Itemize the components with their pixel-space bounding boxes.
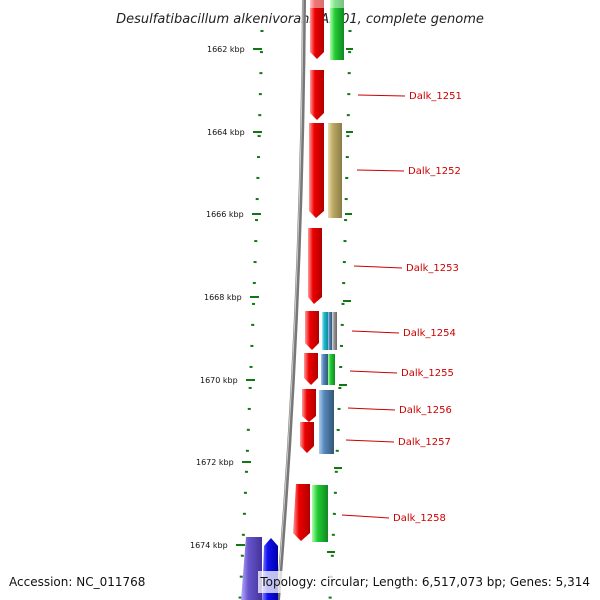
gene-block[interactable] xyxy=(322,312,328,350)
gene-block[interactable] xyxy=(319,390,334,454)
gene-block[interactable] xyxy=(328,312,332,350)
gene-label[interactable]: Dalk_1254 xyxy=(403,328,456,339)
genome-title: Desulfatibacillum alkenivorans AK-01, co… xyxy=(116,12,484,27)
genome-backbone-highlight xyxy=(276,0,304,600)
right-ticks xyxy=(327,48,353,553)
gene-arrow[interactable] xyxy=(241,537,262,600)
gene-arrow[interactable] xyxy=(309,123,324,218)
gene-labels: Dalk_1251 Dalk_1252 Dalk_1253 Dalk_1254 … xyxy=(341,91,462,524)
gene-arrow[interactable] xyxy=(302,389,316,422)
label-leader xyxy=(356,169,405,172)
label-leader xyxy=(341,514,390,519)
gene-arrow[interactable] xyxy=(308,228,322,304)
footer-topology-backdrop xyxy=(258,571,594,593)
label-leader xyxy=(351,330,400,334)
gene-block[interactable] xyxy=(312,485,328,542)
gene-label[interactable]: Dalk_1256 xyxy=(399,405,452,416)
gene-label[interactable]: Dalk_1252 xyxy=(408,166,461,177)
kbp-label: 1672 kbp xyxy=(196,458,234,467)
kbp-label: 1670 kbp xyxy=(200,376,238,385)
topology-text: Topology: circular; Length: 6,517,073 bp… xyxy=(259,575,590,589)
gene-block[interactable] xyxy=(328,354,335,385)
gene-block[interactable] xyxy=(310,0,324,8)
gene-block[interactable] xyxy=(321,354,328,385)
gene-label[interactable]: Dalk_1257 xyxy=(398,437,451,448)
gene-label[interactable]: Dalk_1255 xyxy=(401,368,454,379)
label-leader xyxy=(347,407,396,411)
label-leader xyxy=(345,439,395,443)
gene-arrow[interactable] xyxy=(305,311,319,350)
gene-block[interactable] xyxy=(332,312,337,350)
gene-label[interactable]: Dalk_1253 xyxy=(406,263,459,274)
label-leader xyxy=(349,370,398,374)
gene-label[interactable]: Dalk_1251 xyxy=(409,91,462,102)
label-leader xyxy=(357,94,406,97)
label-leader xyxy=(353,265,403,269)
kbp-label: 1666 kbp xyxy=(206,210,244,219)
accession-text: Accession: NC_011768 xyxy=(9,575,145,589)
gene-arrow[interactable] xyxy=(293,484,310,541)
gene-block[interactable] xyxy=(330,0,344,8)
kbp-label: 1662 kbp xyxy=(207,45,245,54)
ruler-ring-left xyxy=(238,29,264,600)
kbp-label: 1674 kbp xyxy=(190,541,228,550)
genome-backbone xyxy=(276,0,306,600)
gene-arrow[interactable] xyxy=(310,0,324,59)
gene-arrow[interactable] xyxy=(310,70,324,120)
gene-block[interactable] xyxy=(330,0,344,60)
gene-label[interactable]: Dalk_1258 xyxy=(393,513,446,524)
gene-block[interactable] xyxy=(328,123,342,218)
gene-arrow[interactable] xyxy=(300,422,314,453)
gene-arrow[interactable] xyxy=(304,353,318,385)
kbp-label: 1668 kbp xyxy=(204,293,242,302)
kbp-ruler: 1662 kbp 1664 kbp 1666 kbp 1668 kbp 1670… xyxy=(190,45,262,550)
kbp-label: 1664 kbp xyxy=(207,128,245,137)
